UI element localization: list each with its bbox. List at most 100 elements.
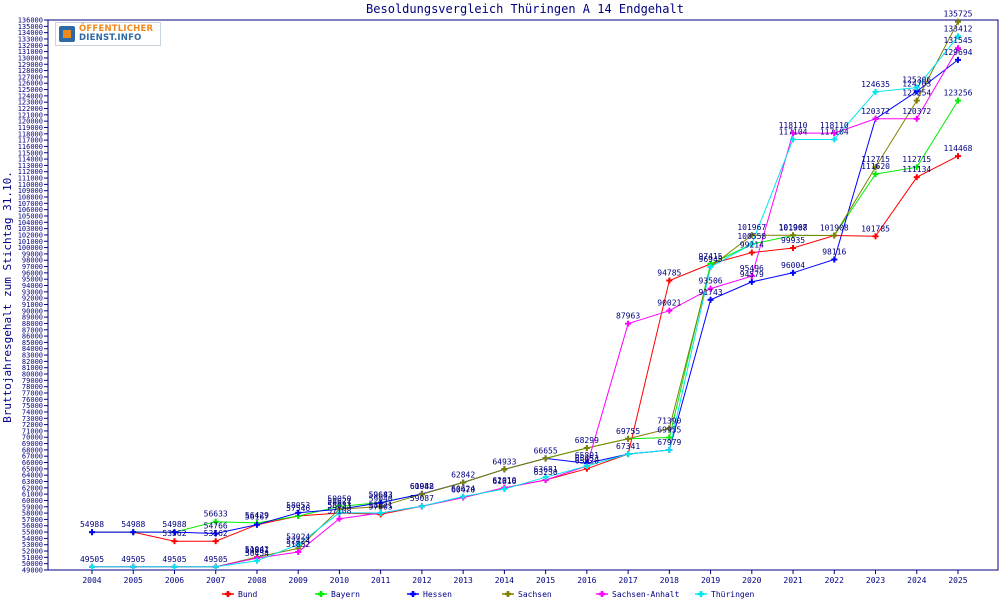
data-label: 69755 xyxy=(616,427,640,436)
data-label: 58021 xyxy=(369,501,393,510)
y-tick-label: 83000 xyxy=(22,352,43,360)
data-label: 56167 xyxy=(245,513,269,522)
data-label: 54766 xyxy=(204,522,228,531)
data-label: 120372 xyxy=(902,107,931,116)
data-label: 60988 xyxy=(410,482,434,491)
y-tick-label: 95000 xyxy=(22,276,43,284)
x-tick-label: 2010 xyxy=(330,576,349,585)
data-label: 125306 xyxy=(902,76,931,85)
y-tick-label: 131000 xyxy=(18,48,43,56)
data-label: 101785 xyxy=(861,224,890,233)
logo-line-2: DIENST.INFO xyxy=(79,33,142,43)
y-tick-label: 79000 xyxy=(22,377,43,385)
y-tick-label: 108000 xyxy=(18,194,43,202)
y-tick-label: 53000 xyxy=(22,541,43,549)
y-tick-label: 54000 xyxy=(22,535,43,543)
data-label: 112715 xyxy=(861,155,890,164)
data-label: 135725 xyxy=(944,10,973,19)
x-tick-label: 2019 xyxy=(701,576,720,585)
y-tick-label: 114000 xyxy=(18,156,43,164)
y-axis: 4900050000510005200053000540005500056000… xyxy=(18,17,48,575)
y-tick-label: 81000 xyxy=(22,364,43,372)
x-tick-label: 2013 xyxy=(454,576,473,585)
data-label: 52424 xyxy=(286,536,310,545)
data-label: 87963 xyxy=(616,312,640,321)
data-label: 57108 xyxy=(327,507,351,516)
y-axis-label: Bruttojahresgehalt zum Stichtag 31.10. xyxy=(1,171,14,423)
y-tick-label: 117000 xyxy=(18,137,43,145)
data-label: 101967 xyxy=(779,223,808,232)
x-tick-label: 2005 xyxy=(124,576,143,585)
y-tick-label: 103000 xyxy=(18,225,43,233)
data-label: 60470 xyxy=(451,485,475,494)
x-tick-label: 2004 xyxy=(82,576,101,585)
data-label: 56429 xyxy=(245,511,269,520)
logo-line-1: ÖFFENTLICHER xyxy=(79,24,154,34)
data-label: 62842 xyxy=(451,470,475,479)
data-label: 49505 xyxy=(162,555,186,564)
y-tick-label: 135000 xyxy=(18,23,43,31)
y-tick-label: 70000 xyxy=(22,434,43,442)
data-label: 94579 xyxy=(740,270,764,279)
x-tick-label: 2025 xyxy=(948,576,967,585)
x-tick-label: 2014 xyxy=(495,576,514,585)
x-tick-label: 2021 xyxy=(783,576,802,585)
y-tick-label: 84000 xyxy=(22,345,43,353)
data-label: 65020 xyxy=(575,457,599,466)
y-tick-label: 85000 xyxy=(22,339,43,347)
data-label: 65891 xyxy=(575,451,599,460)
data-label: 59683 xyxy=(369,490,393,499)
data-label: 54988 xyxy=(80,520,104,529)
y-tick-label: 62000 xyxy=(22,484,43,492)
data-label: 53562 xyxy=(204,529,228,538)
y-tick-label: 63000 xyxy=(22,478,43,486)
data-label: 95496 xyxy=(740,264,764,273)
y-tick-label: 113000 xyxy=(18,162,43,170)
y-tick-label: 66000 xyxy=(22,459,43,467)
y-tick-label: 127000 xyxy=(18,73,43,81)
legend: Bund Bayern Hessen Sachsen Sachsen-Anhalt Thü… xyxy=(222,590,755,599)
y-tick-label: 116000 xyxy=(18,143,43,151)
y-tick-label: 125000 xyxy=(18,86,43,94)
series-markers xyxy=(89,18,961,570)
data-label: 66655 xyxy=(534,446,558,455)
data-label: 54988 xyxy=(162,520,186,529)
y-tick-label: 68000 xyxy=(22,446,43,454)
x-tick-label: 2023 xyxy=(866,576,885,585)
data-label: 99214 xyxy=(740,241,764,250)
data-label: 124703 xyxy=(902,79,931,88)
x-tick-label: 2018 xyxy=(660,576,679,585)
data-label: 58021 xyxy=(327,501,351,510)
x-tick-label: 2009 xyxy=(289,576,308,585)
data-label: 90021 xyxy=(657,299,681,308)
y-tick-label: 78000 xyxy=(22,383,43,391)
data-label: 61042 xyxy=(410,482,434,491)
y-tick-label: 77000 xyxy=(22,389,43,397)
y-tick-label: 72000 xyxy=(22,421,43,429)
y-tick-label: 75000 xyxy=(22,402,43,410)
y-tick-label: 50000 xyxy=(22,560,43,568)
y-tick-label: 126000 xyxy=(18,80,43,88)
y-tick-label: 136000 xyxy=(18,17,43,25)
y-tick-label: 69000 xyxy=(22,440,43,448)
data-label: 117104 xyxy=(779,127,808,136)
x-tick-label: 2022 xyxy=(825,576,844,585)
plot-area-frame xyxy=(47,19,999,571)
x-tick-label: 2016 xyxy=(577,576,596,585)
x-tick-label: 2017 xyxy=(618,576,637,585)
y-tick-label: 74000 xyxy=(22,408,43,416)
series-line-1 xyxy=(92,100,959,533)
y-tick-label: 51000 xyxy=(22,554,43,562)
data-label: 96004 xyxy=(781,261,805,270)
y-tick-label: 122000 xyxy=(18,105,43,113)
y-tick-label: 111000 xyxy=(18,175,43,183)
data-label: 58621 xyxy=(327,497,351,506)
data-label: 51042 xyxy=(245,545,269,554)
y-tick-label: 55000 xyxy=(22,529,43,537)
legend-label: Bayern xyxy=(331,590,360,599)
y-tick-label: 120000 xyxy=(18,118,43,126)
x-tick-label: 2008 xyxy=(247,576,266,585)
data-label: 123256 xyxy=(944,89,973,98)
y-tick-label: 119000 xyxy=(18,124,43,132)
data-label: 63230 xyxy=(534,468,558,477)
